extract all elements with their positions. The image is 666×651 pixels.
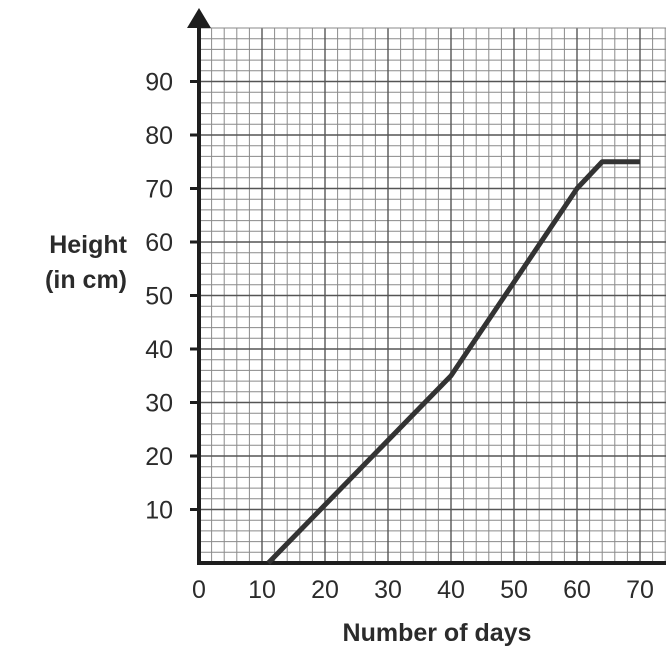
y-axis-arrow bbox=[187, 8, 211, 28]
y-axis-title-line1: Height bbox=[49, 231, 127, 259]
y-tick-label: 60 bbox=[145, 229, 173, 257]
chart-series bbox=[266, 159, 640, 565]
y-tick-label: 10 bbox=[145, 497, 173, 525]
x-tick-label: 0 bbox=[192, 576, 206, 604]
chart-axes bbox=[187, 8, 666, 565]
x-tick-label: 20 bbox=[311, 576, 339, 604]
y-tick-label: 20 bbox=[145, 443, 173, 471]
y-tick-label: 70 bbox=[145, 176, 173, 204]
y-tick-label: 90 bbox=[145, 69, 173, 97]
x-tick-label: 50 bbox=[500, 576, 528, 604]
chart-tick-labels: 10 20 30 40 50 60 70 80 90 0 10 20 30 40 50 60 70 bbox=[145, 69, 654, 605]
x-tick-label: 30 bbox=[374, 576, 402, 604]
x-tick-label: 10 bbox=[248, 576, 276, 604]
x-axis-title: Number of days bbox=[343, 619, 532, 647]
y-tick-label: 50 bbox=[145, 283, 173, 311]
y-tick-label: 30 bbox=[145, 390, 173, 418]
y-axis-title-line2: (in cm) bbox=[45, 266, 127, 294]
y-tick-label: 80 bbox=[145, 122, 173, 150]
series-line bbox=[266, 159, 640, 565]
chart-grid bbox=[199, 27, 666, 563]
y-tick-label: 40 bbox=[145, 336, 173, 364]
x-tick-label: 60 bbox=[563, 576, 591, 604]
x-tick-label: 40 bbox=[437, 576, 465, 604]
x-tick-label: 70 bbox=[626, 576, 654, 604]
